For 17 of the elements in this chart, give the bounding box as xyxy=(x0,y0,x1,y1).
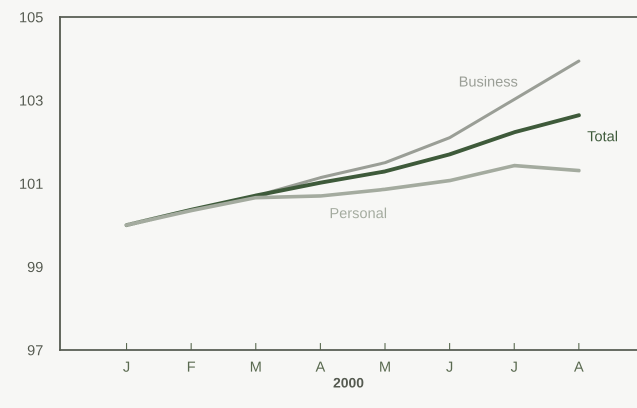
x-axis-title: 2000 xyxy=(334,378,364,388)
series-label: Business xyxy=(460,76,518,87)
x-tick-label: A xyxy=(574,362,584,372)
y-tick-label: 105 xyxy=(20,12,43,22)
x-tick-label: M xyxy=(250,362,261,372)
x-tick-label: A xyxy=(316,362,326,372)
x-tick-label: J xyxy=(123,362,130,372)
x-tick-label: J xyxy=(510,362,517,372)
y-tick-label: 103 xyxy=(20,95,43,106)
series-label: Total xyxy=(588,130,618,142)
x-tick-label: F xyxy=(188,362,196,372)
y-tick-label: 97 xyxy=(28,345,43,356)
x-tick-label: J xyxy=(446,362,452,372)
y-tick-label: 99 xyxy=(28,262,43,272)
x-tick-label: M xyxy=(380,362,390,372)
series-label: Personal xyxy=(330,208,386,218)
y-tick-label: 101 xyxy=(20,178,43,189)
